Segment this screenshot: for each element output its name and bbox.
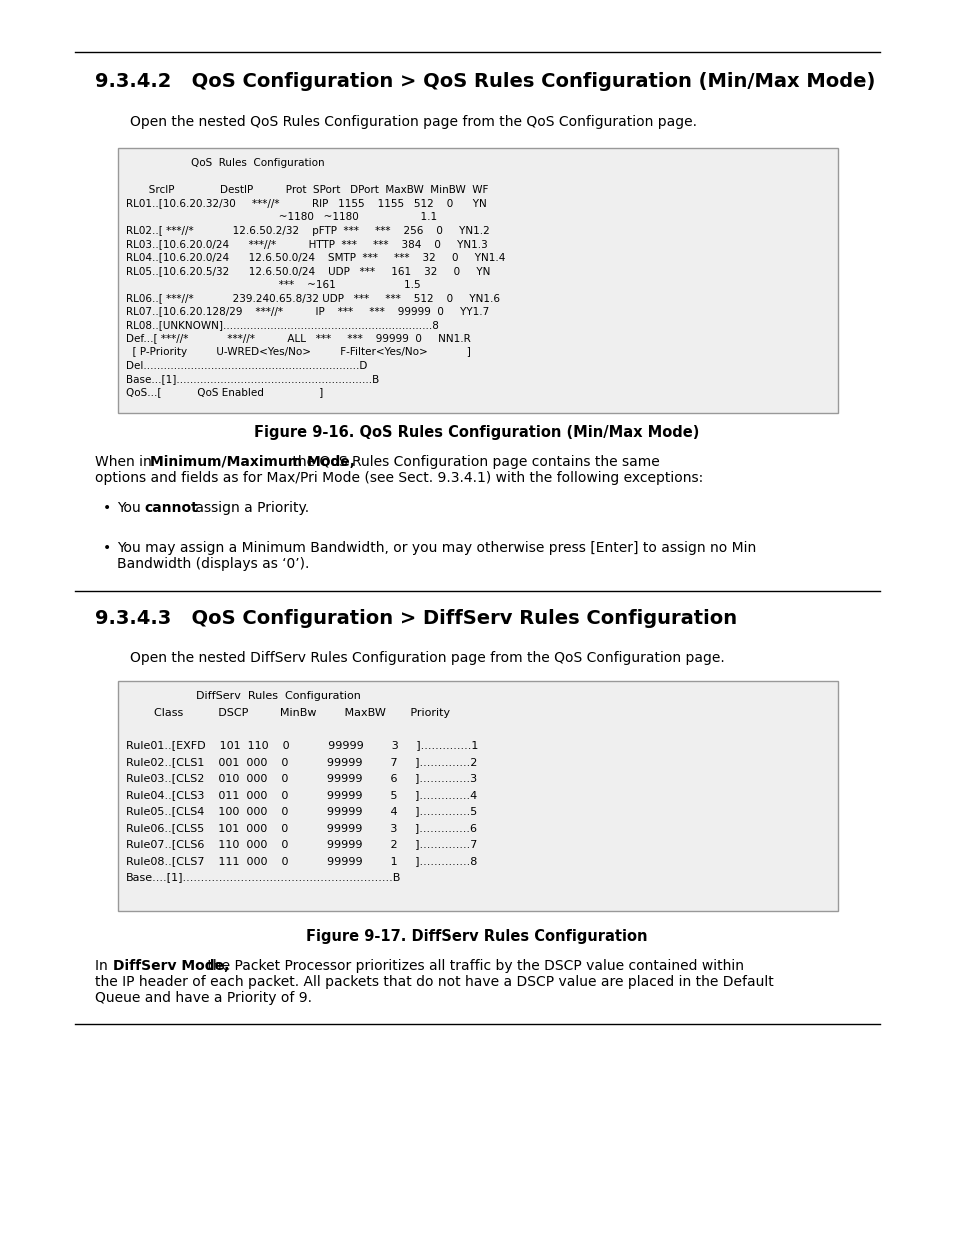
Text: Del................................................................D: Del.....................................…	[126, 361, 367, 370]
Text: Rule03..[CLS2    010  000    0           99999        6     ]..............3: Rule03..[CLS2 010 000 0 99999 6 ].......…	[126, 773, 476, 783]
Text: assign a Priority.: assign a Priority.	[191, 501, 309, 515]
Text: RL06..[ ***//*            239.240.65.8/32 UDP   ***     ***    512    0     YN1.: RL06..[ ***//* 239.240.65.8/32 UDP *** *…	[126, 293, 499, 303]
Text: ***    ~161                     1.5: *** ~161 1.5	[126, 279, 420, 289]
Text: Base...[1]..........................................................B: Base...[1]..............................…	[126, 374, 379, 384]
Text: [ P-Priority         U-WRED<Yes/No>         F-Filter<Yes/No>            ]: [ P-Priority U-WRED<Yes/No> F-Filter<Yes…	[126, 347, 471, 357]
Text: Open the nested DiffServ Rules Configuration page from the QoS Configuration pag: Open the nested DiffServ Rules Configura…	[130, 651, 724, 664]
Text: Minimum/Maximum Mode,: Minimum/Maximum Mode,	[150, 454, 355, 469]
Text: QoS...[           QoS Enabled                 ]: QoS...[ QoS Enabled ]	[126, 388, 323, 398]
Text: Rule01..[EXFD    101  110    0           99999        3     ]..............1: Rule01..[EXFD 101 110 0 99999 3 ].......…	[126, 741, 477, 751]
Text: Queue and have a Priority of 9.: Queue and have a Priority of 9.	[95, 990, 312, 1005]
Text: Figure 9-16. QoS Rules Configuration (Min/Max Mode): Figure 9-16. QoS Rules Configuration (Mi…	[254, 425, 699, 440]
Text: DiffServ Mode,: DiffServ Mode,	[112, 960, 229, 973]
Text: Def...[ ***//*            ***//*          ALL   ***     ***    99999  0     NN1.: Def...[ ***//* ***//* ALL *** *** 99999 …	[126, 333, 470, 343]
Text: Base....[1]..........................................................B: Base....[1].............................…	[126, 872, 401, 883]
Text: the IP header of each packet. All packets that do not have a DSCP value are plac: the IP header of each packet. All packet…	[95, 974, 773, 989]
Text: Open the nested QoS Rules Configuration page from the QoS Configuration page.: Open the nested QoS Rules Configuration …	[130, 115, 697, 128]
Bar	[118, 680, 837, 911]
Text: RL03..[10.6.20.0/24      ***//*          HTTP  ***     ***    384    0     YN1.3: RL03..[10.6.20.0/24 ***//* HTTP *** *** …	[126, 240, 487, 249]
Text: RL01..[10.6.20.32/30     ***//*          RIP   1155    1155   512    0      YN: RL01..[10.6.20.32/30 ***//* RIP 1155 115…	[126, 199, 486, 209]
Text: Rule02..[CLS1    001  000    0           99999        7     ]..............2: Rule02..[CLS1 001 000 0 99999 7 ].......…	[126, 757, 476, 767]
Text: SrcIP              DestIP          Prot  SPort   DPort  MaxBW  MinBW  WF: SrcIP DestIP Prot SPort DPort MaxBW MinB…	[126, 185, 488, 195]
Text: •: •	[103, 541, 112, 555]
Text: RL07..[10.6.20.128/29    ***//*          IP    ***     ***    99999  0     YY1.7: RL07..[10.6.20.128/29 ***//* IP *** *** …	[126, 306, 489, 316]
Text: Rule07..[CLS6    110  000    0           99999        2     ]..............7: Rule07..[CLS6 110 000 0 99999 2 ].......…	[126, 840, 476, 850]
Text: RL05..[10.6.20.5/32      12.6.50.0/24    UDP   ***     161    32     0     YN: RL05..[10.6.20.5/32 12.6.50.0/24 UDP ***…	[126, 266, 490, 275]
Text: Figure 9-17. DiffServ Rules Configuration: Figure 9-17. DiffServ Rules Configuratio…	[306, 929, 647, 944]
Text: Class          DSCP         MinBw        MaxBW       Priority: Class DSCP MinBw MaxBW Priority	[126, 708, 450, 718]
Text: Rule05..[CLS4    100  000    0           99999        4     ]..............5: Rule05..[CLS4 100 000 0 99999 4 ].......…	[126, 806, 476, 816]
Text: RL04..[10.6.20.0/24      12.6.50.0/24    SMTP  ***     ***    32     0     YN1.4: RL04..[10.6.20.0/24 12.6.50.0/24 SMTP **…	[126, 252, 505, 263]
Text: the Packet Processor prioritizes all traffic by the DSCP value contained within: the Packet Processor prioritizes all tra…	[203, 960, 743, 973]
Text: Bandwidth (displays as ‘0’).: Bandwidth (displays as ‘0’).	[117, 557, 309, 571]
Text: the QoS Rules Configuration page contains the same: the QoS Rules Configuration page contain…	[288, 454, 659, 469]
Text: QoS  Rules  Configuration: QoS Rules Configuration	[126, 158, 324, 168]
Text: You: You	[117, 501, 145, 515]
Text: In: In	[95, 960, 112, 973]
Text: 9.3.4.2   QoS Configuration > QoS Rules Configuration (Min/Max Mode): 9.3.4.2 QoS Configuration > QoS Rules Co…	[95, 72, 875, 91]
Text: When in: When in	[95, 454, 156, 469]
Text: Rule04..[CLS3    011  000    0           99999        5     ]..............4: Rule04..[CLS3 011 000 0 99999 5 ].......…	[126, 790, 476, 800]
Text: ~1180   ~1180                   1.1: ~1180 ~1180 1.1	[126, 212, 436, 222]
Text: RL08..[UNKNOWN]..............................................................8: RL08..[UNKNOWN].........................…	[126, 320, 438, 330]
Text: Rule06..[CLS5    101  000    0           99999        3     ]..............6: Rule06..[CLS5 101 000 0 99999 3 ].......…	[126, 823, 476, 832]
Text: 9.3.4.3   QoS Configuration > DiffServ Rules Configuration: 9.3.4.3 QoS Configuration > DiffServ Rul…	[95, 609, 737, 629]
Text: DiffServ  Rules  Configuration: DiffServ Rules Configuration	[126, 692, 360, 701]
Bar	[118, 148, 837, 412]
Text: RL02..[ ***//*            12.6.50.2/32    pFTP  ***     ***    256    0     YN1.: RL02..[ ***//* 12.6.50.2/32 pFTP *** ***…	[126, 226, 489, 236]
Text: You may assign a Minimum Bandwidth, or you may otherwise press [Enter] to assign: You may assign a Minimum Bandwidth, or y…	[117, 541, 756, 555]
Text: options and fields as for Max/Pri Mode (see Sect. 9.3.4.1) with the following ex: options and fields as for Max/Pri Mode (…	[95, 471, 702, 485]
Text: Rule08..[CLS7    111  000    0           99999        1     ]..............8: Rule08..[CLS7 111 000 0 99999 1 ].......…	[126, 856, 476, 866]
Text: •: •	[103, 501, 112, 515]
Text: cannot: cannot	[144, 501, 197, 515]
